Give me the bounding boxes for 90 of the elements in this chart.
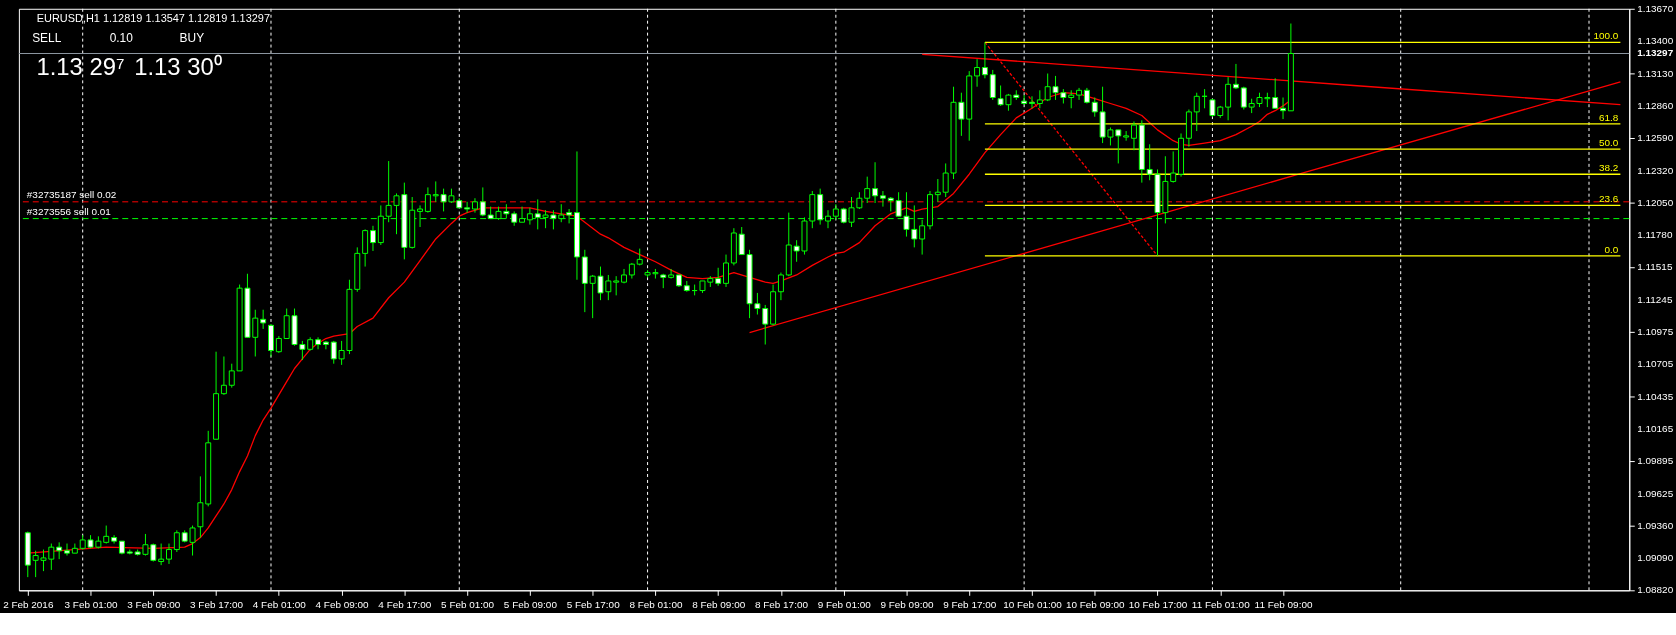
y-tick-label: 1.13670 — [1637, 2, 1674, 14]
candlestick — [260, 309, 267, 330]
series-label: 23.6 — [1599, 193, 1619, 205]
y-tick-label: 1.09625 — [1637, 487, 1674, 499]
series-label: 50.0 — [1599, 137, 1619, 149]
candlestick — [1170, 150, 1177, 184]
candlestick — [1029, 95, 1035, 109]
candlestick — [777, 272, 784, 301]
annotation: SELL — [32, 30, 62, 45]
x-tick-label: 10 Feb 17:00 — [1128, 598, 1188, 610]
y-tick-label: 1.12590 — [1637, 132, 1674, 144]
candlestick — [1130, 120, 1137, 151]
series-label: 0.0 — [1604, 243, 1619, 255]
candlestick — [1232, 63, 1239, 90]
x-tick-label: 3 Feb 17:00 — [190, 598, 244, 610]
candlestick — [158, 543, 165, 566]
candlestick — [424, 186, 431, 214]
series-label: 38.2 — [1599, 162, 1619, 174]
candlestick — [981, 41, 988, 79]
series-label: 100.0 — [1593, 30, 1619, 42]
candlestick — [723, 254, 729, 288]
candlestick — [989, 69, 996, 101]
candlestick — [111, 534, 118, 545]
x-tick-label: 2 Feb 2016 — [3, 598, 54, 610]
x-tick-label: 5 Feb 09:00 — [503, 598, 558, 610]
y-tick-label: 1.11515 — [1637, 261, 1673, 273]
y-tick-label: 1.12050 — [1637, 197, 1674, 208]
y-tick-label: 1.09895 — [1637, 455, 1674, 467]
candlestick — [479, 186, 486, 217]
x-tick-label: 5 Feb 01:00 — [441, 598, 495, 610]
y-tick-label: 1.12860 — [1637, 99, 1674, 111]
y-tick-label: 1.13400 — [1637, 35, 1674, 47]
candlestick — [872, 161, 879, 204]
annotation: BUY — [179, 30, 205, 45]
y-tick-label: 1.11245 — [1637, 293, 1673, 305]
y-tick-label: 1.10165 — [1637, 423, 1674, 435]
y-tick-label: 1.11780 — [1637, 229, 1673, 241]
candlestick — [220, 356, 227, 396]
candlestick — [64, 543, 70, 557]
x-tick-label: 9 Feb 01:00 — [817, 598, 872, 610]
candlestick — [613, 275, 620, 296]
x-tick-label: 8 Feb 09:00 — [692, 598, 746, 610]
x-tick-label: 8 Feb 17:00 — [754, 598, 809, 610]
candlestick — [934, 178, 941, 203]
x-tick-label: 10 Feb 01:00 — [1003, 598, 1063, 610]
candlestick — [668, 268, 675, 280]
candlestick — [1076, 87, 1083, 101]
y-tick-label: 1.10975 — [1637, 325, 1674, 337]
y-tick-label: 1.13130 — [1637, 67, 1674, 79]
annotation: 1.13 29⁷ — [36, 53, 125, 81]
y-tick-label: 1.10705 — [1637, 358, 1674, 370]
candlestick — [1123, 130, 1130, 142]
candlestick — [322, 340, 329, 350]
x-tick-label: 3 Feb 09:00 — [127, 598, 181, 610]
x-tick-label: 9 Feb 09:00 — [880, 598, 934, 610]
ref-line-label: #3273556 sell 0.01 — [26, 205, 112, 217]
x-tick-label: 9 Feb 17:00 — [943, 598, 997, 610]
x-tick-label: 10 Feb 09:00 — [1065, 598, 1125, 610]
candlestick — [166, 543, 172, 565]
ref-line-label: #32735187 sell 0.02 — [26, 188, 117, 200]
x-tick-label: 3 Feb 01:00 — [64, 598, 119, 610]
y-tick-label: 1.09090 — [1637, 551, 1674, 563]
x-tick-label: 11 Feb 09:00 — [1254, 598, 1313, 610]
chart-title: EURUSD,H1 1.12819 1.13547 1.12819 1.13297 — [36, 11, 270, 24]
candlestick — [919, 219, 926, 256]
candlestick — [1225, 76, 1232, 121]
annotation: 0.10 — [109, 30, 134, 45]
y-tick-label: 1.08820 — [1637, 584, 1674, 596]
x-tick-label: 5 Feb 17:00 — [566, 598, 621, 610]
x-tick-label: 4 Feb 09:00 — [315, 598, 370, 610]
candlestick — [1193, 92, 1200, 132]
candlestick — [173, 529, 180, 553]
series-label: 61.8 — [1599, 111, 1619, 123]
candlestick — [879, 190, 886, 208]
candlestick — [315, 336, 322, 350]
x-tick-label: 4 Feb 01:00 — [252, 598, 307, 610]
x-tick-label: 4 Feb 17:00 — [378, 598, 432, 610]
candlestick — [362, 228, 369, 268]
candlestick — [1272, 77, 1279, 109]
candlestick — [974, 58, 981, 88]
annotation: 1.13 30⁰ — [134, 53, 222, 81]
ref-line-label: 1.13297 — [1637, 47, 1674, 59]
x-tick-label: 8 Feb 01:00 — [629, 598, 683, 610]
y-tick-label: 1.12320 — [1637, 164, 1674, 176]
candlestick — [369, 225, 376, 252]
y-tick-label: 1.09360 — [1637, 519, 1674, 531]
y-tick-label: 1.10435 — [1637, 390, 1674, 402]
candlestick — [1280, 97, 1287, 120]
x-tick-label: 11 Feb 01:00 — [1191, 598, 1251, 610]
candlestick — [464, 201, 471, 214]
